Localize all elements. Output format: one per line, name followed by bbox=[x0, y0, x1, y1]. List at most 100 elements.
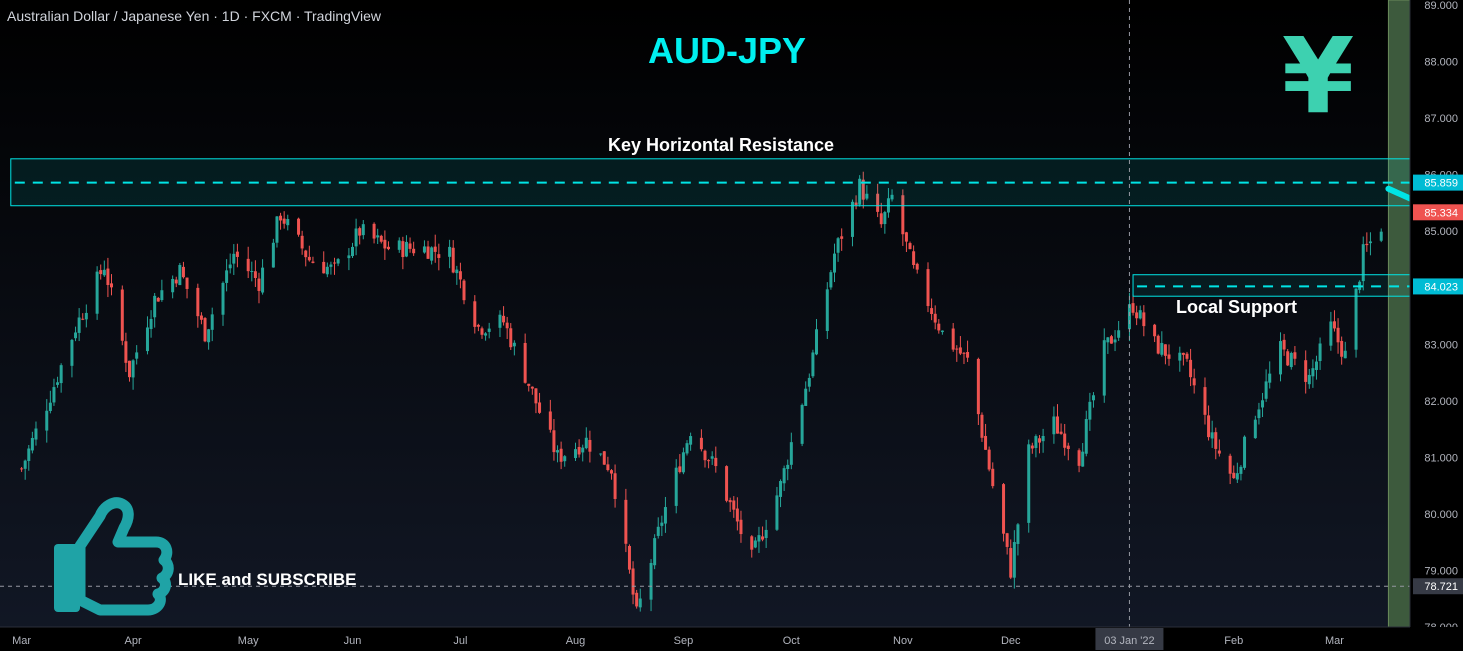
candle-70 bbox=[372, 222, 376, 244]
candle-body bbox=[131, 360, 135, 378]
candle-body bbox=[95, 271, 99, 314]
candle-18 bbox=[106, 257, 110, 298]
candle-64 bbox=[336, 258, 340, 267]
candle-body bbox=[861, 179, 865, 200]
last-price-badge: 85.334 bbox=[1413, 204, 1463, 221]
candle-208 bbox=[1063, 423, 1067, 456]
candle-103 bbox=[534, 388, 538, 414]
candle-body bbox=[825, 289, 829, 332]
candle-78 bbox=[408, 237, 412, 253]
candle-body bbox=[991, 468, 995, 487]
thumbs-up-hand bbox=[74, 497, 174, 616]
candle-113 bbox=[584, 427, 588, 450]
candle-body bbox=[753, 540, 757, 548]
candle-259 bbox=[1318, 337, 1322, 370]
candle-body bbox=[915, 263, 919, 270]
candle-body bbox=[1109, 336, 1113, 344]
candle-body bbox=[1178, 352, 1182, 361]
candle-body bbox=[523, 342, 527, 383]
candle-body bbox=[325, 266, 329, 275]
candle-13 bbox=[81, 313, 85, 321]
candle-269 bbox=[1368, 232, 1372, 256]
candle-body bbox=[840, 236, 844, 239]
candle-204 bbox=[1041, 428, 1045, 453]
candle-183 bbox=[937, 319, 941, 334]
candle-body bbox=[649, 562, 653, 600]
candle-235 bbox=[1203, 377, 1207, 425]
candle-body bbox=[228, 264, 232, 269]
candle-88 bbox=[458, 262, 462, 289]
candle-181 bbox=[930, 298, 934, 321]
candle-body bbox=[1311, 368, 1315, 377]
candle-body bbox=[196, 287, 200, 317]
candle-67 bbox=[354, 218, 358, 256]
candle-body bbox=[203, 318, 207, 342]
candle-body bbox=[1016, 524, 1020, 544]
candle-body bbox=[386, 246, 390, 250]
chart-header-title: Australian Dollar / Japanese Yen · 1D · … bbox=[7, 8, 382, 24]
candle-89 bbox=[462, 279, 466, 305]
candle-117 bbox=[606, 456, 610, 472]
candle-99 bbox=[512, 340, 516, 356]
candle-196 bbox=[1005, 532, 1009, 555]
candle-body bbox=[261, 267, 265, 293]
candle-200 bbox=[1027, 439, 1031, 533]
candle-body bbox=[933, 313, 937, 323]
candle-230 bbox=[1178, 346, 1182, 372]
candle-body bbox=[958, 347, 962, 354]
candle-191 bbox=[980, 412, 984, 442]
candle-151 bbox=[779, 479, 783, 508]
candle-257 bbox=[1311, 359, 1315, 388]
candle-37 bbox=[203, 317, 207, 343]
x-tick-label: Feb bbox=[1224, 635, 1243, 647]
x-tick-label: Apr bbox=[125, 635, 142, 647]
candle-216 bbox=[1106, 336, 1110, 354]
candle-body bbox=[577, 446, 581, 455]
candle-49 bbox=[261, 259, 265, 295]
candle-182 bbox=[933, 305, 937, 330]
candle-body bbox=[613, 473, 617, 499]
candle-105 bbox=[548, 399, 552, 433]
candle-body bbox=[685, 443, 689, 454]
candle-109 bbox=[563, 455, 567, 467]
candle-body bbox=[282, 218, 286, 224]
candle-body bbox=[1056, 416, 1059, 434]
candle-body bbox=[764, 529, 768, 539]
candle-body bbox=[757, 535, 761, 542]
candle-85 bbox=[448, 239, 452, 269]
candle-129 bbox=[663, 496, 667, 533]
candle-240 bbox=[1228, 453, 1232, 485]
last-price-badge-text: 85.334 bbox=[1424, 207, 1458, 219]
candle-body bbox=[635, 592, 639, 607]
candle-body bbox=[660, 522, 664, 526]
candle-62 bbox=[329, 261, 333, 275]
candle-159 bbox=[815, 318, 819, 356]
candle-body bbox=[1063, 433, 1067, 448]
candle-body bbox=[300, 235, 304, 249]
candle-54 bbox=[286, 214, 290, 231]
candle-236 bbox=[1207, 405, 1211, 441]
candle-52 bbox=[279, 212, 283, 230]
candle-body bbox=[556, 450, 560, 453]
candle-body bbox=[1077, 450, 1081, 466]
candle-body bbox=[674, 467, 678, 506]
candle-233 bbox=[1189, 348, 1193, 387]
candle-96 bbox=[502, 306, 506, 326]
x-tick-label: May bbox=[238, 635, 259, 647]
candle-260 bbox=[1329, 311, 1333, 351]
candle-25 bbox=[145, 316, 149, 355]
candle-123 bbox=[635, 589, 639, 609]
candle-body bbox=[937, 323, 941, 331]
candle-body bbox=[135, 352, 139, 359]
candle-body bbox=[1279, 341, 1283, 375]
candle-161 bbox=[829, 270, 833, 290]
candle-128 bbox=[660, 515, 664, 537]
candle-body bbox=[27, 448, 31, 462]
candle-body bbox=[912, 251, 916, 265]
candle-104 bbox=[538, 392, 542, 414]
candle-251 bbox=[1282, 333, 1286, 356]
candle-body bbox=[1102, 340, 1106, 396]
candle-body bbox=[333, 262, 337, 264]
candle-31 bbox=[174, 276, 178, 288]
